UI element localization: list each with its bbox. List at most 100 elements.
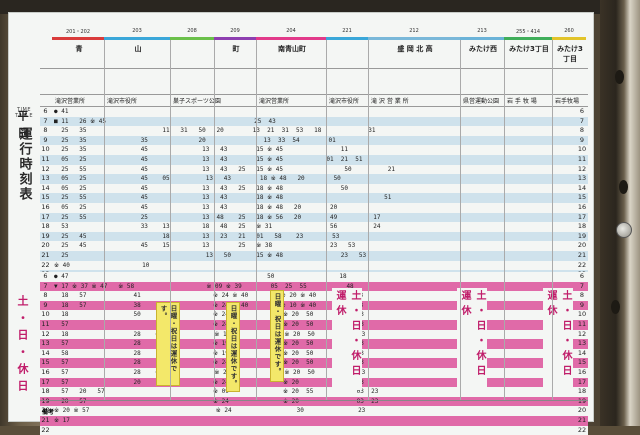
timetable-title: 運行時刻表 <box>16 127 32 202</box>
departure-minutes: ■ 11 26 ※ 45 25 43 <box>54 117 276 125</box>
hour-label: 15 <box>41 193 50 202</box>
timetable-row: 16 05 25 45 13 43 18 ※ 48 20 20 16 <box>40 203 588 213</box>
departure-minutes: ※ 40 10 <box>54 261 150 269</box>
departure-minutes: 53 33 13 18 48 25 ※ 31 56 24 <box>54 223 381 231</box>
hour-label: 7 <box>43 116 48 125</box>
hour-label-right: 18 <box>577 387 587 396</box>
timetable-row: 10 18 50 ※ 24 ※ 20 50 43 10 <box>40 310 588 320</box>
timetable-row: 10 25 35 45 13 43 15 ※ 45 11 10 <box>40 145 588 155</box>
timetable-row: 14 58 28 ※ 19 ※ 20 50 43 14 <box>40 348 588 359</box>
route-number-header: 221 <box>342 28 352 34</box>
via-stop-label: 岩手牧場 <box>555 98 580 105</box>
timetable-board: TIME TABLE 運行時刻表 青 山 町 南青山町 盛 岡 北 高 みたけ西 みたけ3丁… <box>8 12 594 435</box>
frame-top <box>0 0 600 14</box>
column-divider <box>460 40 461 400</box>
hour-label: 13 <box>41 339 50 348</box>
hour-label-right: 6 <box>579 272 585 280</box>
hour-label-right: 21 <box>577 251 587 259</box>
hour-label: 7 <box>43 281 48 290</box>
hour-label-right: 17 <box>577 212 587 221</box>
route-number-header: 204 <box>286 28 296 34</box>
hour-label: 9 <box>43 135 48 144</box>
hour-label-right: 7 <box>579 116 585 125</box>
departure-minutes: 25 55 25 13 48 25 18 ※ 56 20 49 17 <box>54 213 381 221</box>
timetable-row: 6 ● 41 6 <box>40 107 588 117</box>
destination-name: 南青山町 <box>278 45 306 53</box>
remarks-label: 備考 <box>42 409 55 416</box>
hour-label: 9 <box>43 300 48 309</box>
hour-label-right: 6 <box>579 107 585 115</box>
hour-label-right: 8 <box>579 126 585 135</box>
route-number-header: 212 <box>409 28 419 34</box>
hour-label: 20 <box>41 241 50 250</box>
hour-label-right: 7 <box>579 281 585 290</box>
hour-label-right: 15 <box>577 358 587 367</box>
departure-minutes: 57 28 ※ 58 ※ 24 ※ 20 50 43 <box>54 369 366 376</box>
column-divider <box>170 40 171 400</box>
via-row: 滝沢営業所 滝沢市役所 巣子スポーツ公園 滝沢営業所 滝沢市役所 滝 沢 営 業 所 県営運… <box>40 94 588 107</box>
hour-label-right: 11 <box>577 155 587 163</box>
destination-name: みたけ3丁目 <box>509 45 549 53</box>
timetable-row: 17 25 55 25 13 48 25 18 ※ 56 20 49 17 17 <box>40 212 588 223</box>
hour-label: 17 <box>41 212 50 221</box>
departure-minutes: 05 25 45 13 43 15 ※ 45 01 21 51 <box>54 156 363 163</box>
route-color-bar <box>368 37 460 40</box>
departure-minutes: 20 57 ※ 24 ※ 20 03 23 <box>54 397 379 405</box>
hour-label: 12 <box>41 329 50 338</box>
route-number-header: 213 <box>477 28 487 34</box>
hour-label-right: 16 <box>577 368 587 376</box>
via-stop-label: 滝沢市役所 <box>107 98 138 105</box>
hour-label-right: 15 <box>577 193 587 202</box>
hour-label: 10 <box>41 310 50 319</box>
hour-label-right: 9 <box>579 300 585 309</box>
departure-minutes: 25 45 45 15 13 25 ※ 38 23 53 <box>54 242 356 250</box>
departure-minutes: ▼ 17 ※ 37 ※ 47 ※ 58 ※ 09 ※ 39 05 25 55 4… <box>54 282 354 290</box>
timetable-row: 11 57 ※ 24 ※ 20 50 43 11 <box>40 320 588 330</box>
post-stain <box>611 300 620 314</box>
route-color-bar <box>460 37 504 40</box>
hour-label-right: 19 <box>577 231 587 240</box>
weekday-section-label: 平日 <box>16 110 29 144</box>
departure-minutes: 57 20 ※ 24 ※ 20 43 <box>54 378 364 386</box>
timetable-row: 12 18 28 ※ 58 ※ 19 ※ 20 50 43 12 <box>40 329 588 340</box>
departure-minutes: 25 35 45 13 43 15 ※ 45 11 <box>54 146 349 154</box>
timetable-row: 9 25 35 35 20 13 33 54 01 9 <box>40 135 588 146</box>
hour-label-right: 11 <box>577 320 587 328</box>
departure-minutes: 57 ※ 24 ※ 20 50 43 <box>54 321 364 328</box>
column-divider <box>214 40 215 400</box>
route-color-bar <box>104 37 170 40</box>
sunday-holiday-suspend-notice: 日曜・祝日は運休です。 <box>226 302 240 392</box>
timetable-row: 11 05 25 45 13 43 15 ※ 45 01 21 51 11 <box>40 155 588 165</box>
timetable-row: 13 05 25 45 05 13 43 18 ※ 48 20 50 13 <box>40 174 588 184</box>
route-number-header: 255・414 <box>515 29 541 35</box>
column-divider <box>104 40 105 400</box>
holiday-section-label: 土・日・休日 <box>16 295 29 397</box>
departure-minutes: 18 57 41 ※ 24 ※ 40 ※ 20 ※ 40 33 <box>54 292 364 300</box>
hour-label: 11 <box>41 320 50 328</box>
hour-label-right: 18 <box>577 222 587 231</box>
route-number-header: 201・202 <box>65 29 91 35</box>
hour-label-right: 17 <box>577 377 587 386</box>
departure-minutes: 05 25 45 13 43 18 ※ 48 20 20 <box>54 204 338 211</box>
hour-label-right: 20 <box>577 406 587 415</box>
departure-minutes: ● 47 50 18 <box>54 273 347 280</box>
timetable-row: 20 25 45 45 15 13 25 ※ 38 23 53 20 <box>40 241 588 251</box>
departure-minutes: 58 28 ※ 19 ※ 20 50 43 <box>54 349 364 357</box>
timetable-row: 19 25 45 18 13 23 21 01 58 23 53 19 <box>40 231 588 242</box>
route-color-bar <box>326 37 368 40</box>
hour-label: 18 <box>41 387 50 396</box>
column-divider <box>256 40 257 400</box>
departure-minutes: 18 57 38 ※ 24 ※ 40 ※ 10 ※ 40 33 <box>54 301 364 309</box>
timetable-row: 21 25 13 50 15 ※ 48 23 53 21 <box>40 251 588 261</box>
route-color-bar <box>552 37 586 40</box>
hour-label: 16 <box>41 203 50 211</box>
hour-label: 14 <box>41 183 50 192</box>
hour-label-right: 21 <box>577 416 587 424</box>
timetable-row: 14 05 25 45 13 43 25 18 ※ 48 50 14 <box>40 183 588 194</box>
departure-minutes: 05 25 45 13 43 25 18 ※ 48 50 <box>54 184 349 192</box>
destination-name: 町 <box>232 45 240 53</box>
timetable-row: 8 18 57 41 ※ 24 ※ 40 ※ 20 ※ 40 33 8 <box>40 291 588 301</box>
via-stop-label: 滝沢営業所 <box>259 98 290 105</box>
weekend-suspend-notice: 土・日・休日運休 <box>332 288 362 390</box>
timetable-row: 13 57 28 ※ 19 ※ 20 50 43 13 <box>40 339 588 349</box>
